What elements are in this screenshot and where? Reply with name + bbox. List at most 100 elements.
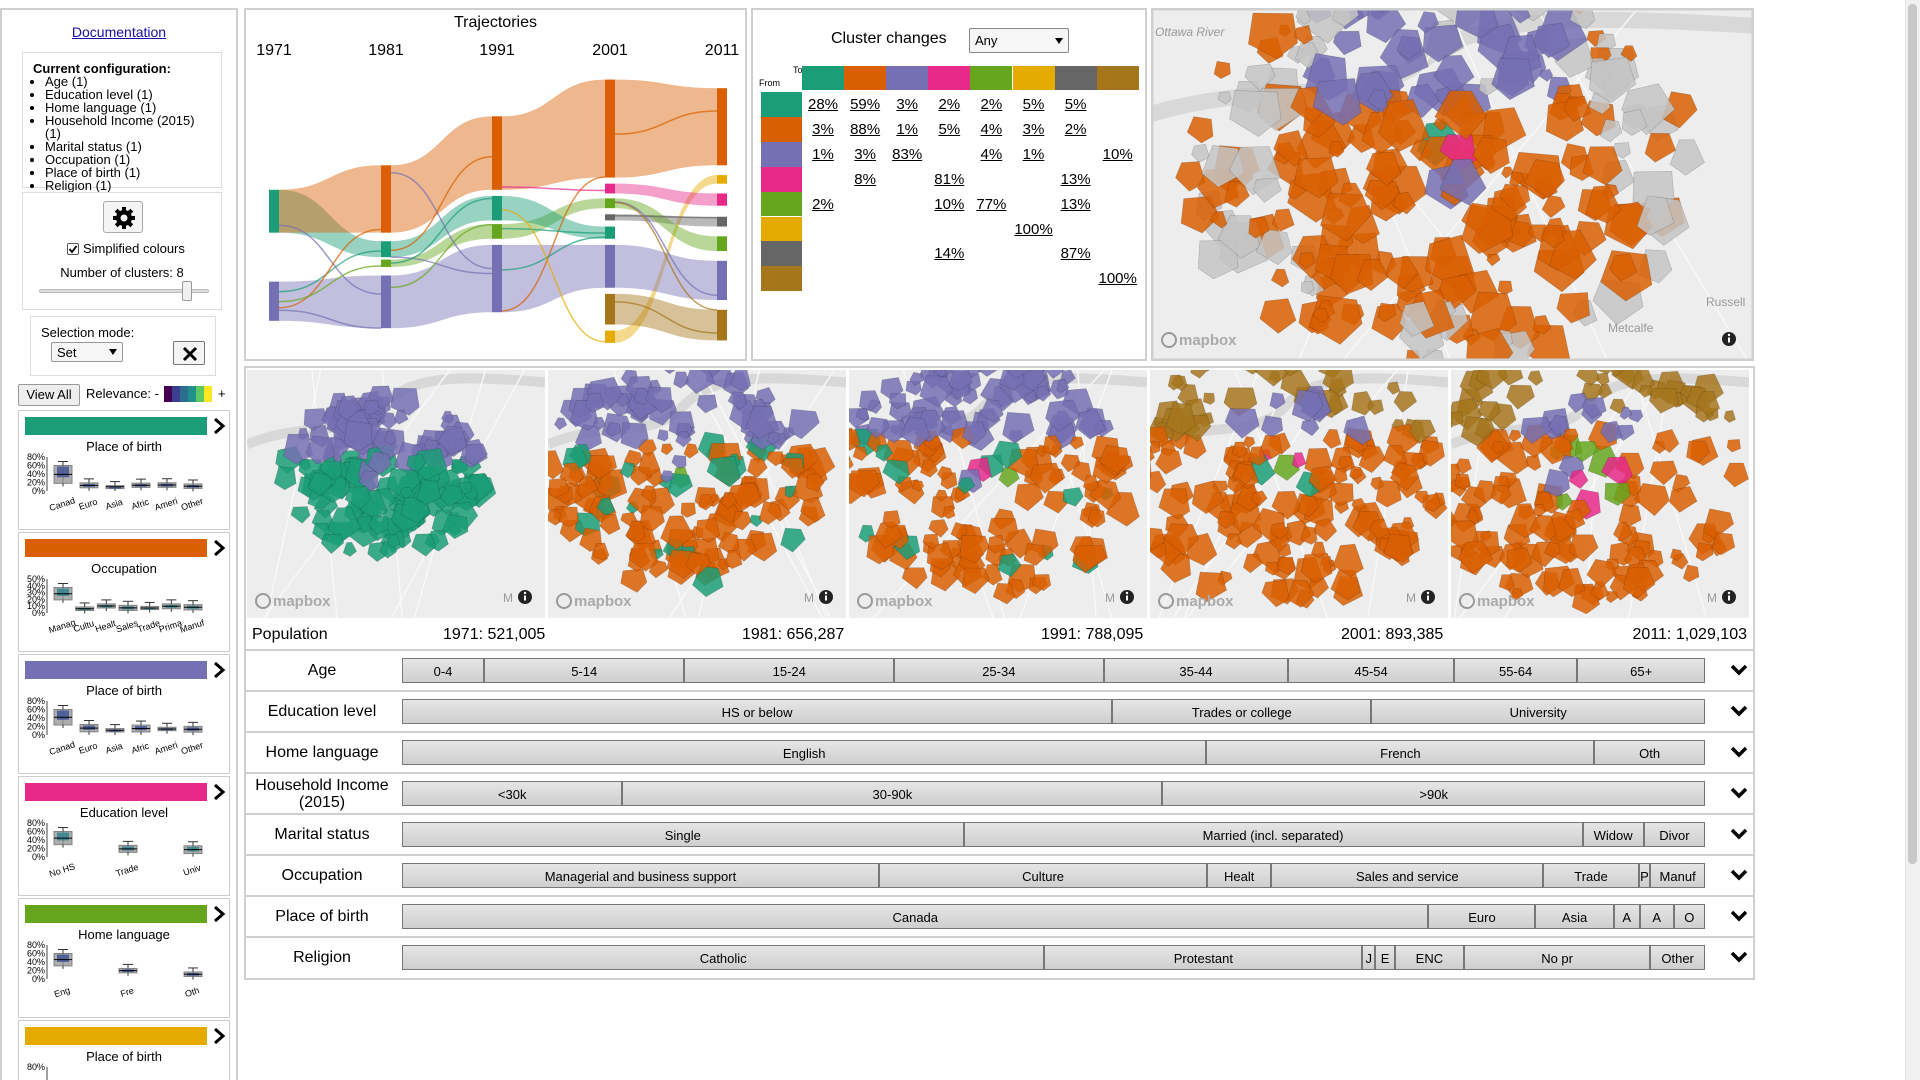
attribute-segment[interactable]: English (402, 740, 1207, 765)
attribute-segment[interactable]: Single (402, 822, 964, 847)
change-cell[interactable]: 8% (854, 170, 876, 188)
clear-selection-button[interactable] (173, 341, 205, 365)
attribute-segment[interactable]: P (1638, 863, 1651, 888)
info-stem (825, 595, 827, 601)
change-cell[interactable]: 3% (896, 96, 919, 113)
change-cell[interactable]: 77% (976, 195, 1007, 213)
documentation-link[interactable]: Documentation (71, 24, 167, 40)
cluster-card[interactable]: Home language 80% 60% 40% 20% 0% Eng Fre Oth (18, 898, 230, 1018)
attribute-segment[interactable]: 25-34 (894, 658, 1104, 683)
tract (663, 370, 676, 375)
attribute-segment[interactable]: Other (1650, 945, 1705, 970)
attribute-segment[interactable]: 35-44 (1103, 658, 1289, 683)
scrollbar-thumb[interactable] (1908, 4, 1917, 864)
clusters-slider-track[interactable] (39, 289, 209, 293)
attribute-segment[interactable]: Canada (402, 904, 1429, 929)
attribute-segment[interactable]: ENC (1394, 945, 1464, 970)
view-all-button[interactable]: View All (18, 384, 80, 406)
population-label: Population (252, 626, 328, 643)
attribute-segment[interactable]: Divor (1643, 822, 1705, 847)
change-cell[interactable]: 59% (850, 96, 881, 113)
change-cell[interactable]: 13% (1060, 195, 1091, 213)
change-cell[interactable]: 28% (807, 96, 839, 113)
y-tick-label: 0% (32, 608, 45, 618)
attribute-segment[interactable]: Oth (1594, 740, 1705, 765)
attribute-segment[interactable]: Sales and service (1271, 863, 1544, 888)
selection-mode-select[interactable]: Set (51, 342, 123, 362)
change-cell[interactable]: 13% (1060, 170, 1091, 188)
tract (1648, 387, 1679, 414)
cluster-card[interactable]: Place of birth 80%60% (18, 1020, 230, 1080)
change-cell[interactable]: 3% (812, 120, 834, 138)
change-cell[interactable]: 3% (1022, 120, 1045, 138)
tract (1248, 216, 1270, 239)
change-cell[interactable]: 5% (1064, 96, 1087, 113)
change-cell[interactable]: 2% (812, 195, 834, 213)
attribute-segment[interactable]: Married (incl. separated) (963, 822, 1583, 847)
attribute-segment[interactable]: E (1375, 945, 1395, 970)
change-filter-select[interactable]: Any (969, 28, 1069, 53)
attribute-segment[interactable]: Culture (878, 863, 1208, 888)
cluster-card[interactable]: Occupation 50% 40% 30% 20% 10% 0% Manag Cultu Hea… (18, 532, 230, 652)
cluster-card[interactable]: Place of birth 80% 60% 40% 20% 0% Canad Euro Asi… (18, 410, 230, 530)
attribute-segment[interactable]: A (1639, 904, 1674, 929)
change-cell[interactable]: 2% (1064, 120, 1087, 138)
attribute-segment[interactable]: 5-14 (484, 658, 685, 683)
attribute-segment[interactable]: French (1206, 740, 1595, 765)
simplified-colours-checkbox[interactable] (67, 243, 79, 255)
change-cell[interactable]: 87% (1060, 245, 1091, 263)
change-cell[interactable]: 3% (854, 145, 876, 163)
change-cell[interactable]: 1% (896, 120, 919, 138)
attribute-segment[interactable]: <30k (402, 781, 623, 806)
tract (800, 496, 826, 523)
attribute-segment[interactable]: Trade (1543, 863, 1639, 888)
change-cell[interactable]: 83% (892, 145, 923, 163)
tract (1293, 157, 1339, 199)
attribute-segment[interactable]: HS or below (402, 699, 1113, 724)
change-cell[interactable]: 88% (850, 120, 881, 138)
attribute-segment[interactable]: Trades or college (1112, 699, 1372, 724)
attribute-segment[interactable]: University (1371, 699, 1705, 724)
change-cell[interactable]: 5% (938, 120, 961, 138)
attribute-segment[interactable]: O (1673, 904, 1705, 929)
attribute-segment[interactable]: Euro (1428, 904, 1536, 929)
settings-button[interactable] (103, 201, 143, 233)
expand-chevron (1730, 746, 1748, 758)
attribute-segment[interactable]: Managerial and business support (402, 863, 879, 888)
change-cell[interactable]: 4% (980, 145, 1003, 163)
change-cell[interactable]: 14% (934, 245, 965, 263)
change-cell[interactable]: 1% (1022, 145, 1045, 163)
attribute-segment[interactable]: Protestant (1044, 945, 1363, 970)
attribute-segment[interactable]: Catholic (402, 945, 1045, 970)
attribute-segment[interactable]: 65+ (1577, 658, 1705, 683)
attribute-segment[interactable]: Asia (1535, 904, 1614, 929)
tract (1322, 428, 1342, 449)
change-cell[interactable]: 4% (980, 120, 1003, 138)
attribute-segment[interactable]: J (1362, 945, 1376, 970)
attribute-segment[interactable]: No pr (1463, 945, 1651, 970)
attribute-segment[interactable]: 45-54 (1288, 658, 1454, 683)
change-cell[interactable]: 2% (980, 96, 1003, 113)
attribute-segment[interactable]: >90k (1162, 781, 1705, 806)
map: mapbox M (247, 370, 545, 618)
attribute-segment[interactable]: A (1613, 904, 1640, 929)
attribute-segment[interactable]: Widow (1582, 822, 1644, 847)
cluster-card[interactable]: Education level 80% 60% 40% 20% 0% No HS Trade U… (18, 776, 230, 896)
cluster-card[interactable]: Place of birth 80% 60% 40% 20% 0% Canad Euro Asi… (18, 654, 230, 774)
attribute-segment[interactable]: 15-24 (684, 658, 895, 683)
attribute-segment[interactable]: Healt (1207, 863, 1272, 888)
change-cell[interactable]: 10% (1102, 145, 1133, 163)
change-cell[interactable]: 10% (934, 195, 965, 213)
change-cell[interactable]: 100% (1014, 220, 1053, 238)
change-cell[interactable]: 1% (812, 145, 834, 163)
change-cell[interactable]: 81% (934, 170, 965, 188)
population-entry: 2011: 1,029,103 (1632, 626, 1747, 643)
attribute-segment[interactable]: Manuf (1650, 863, 1705, 888)
change-cell[interactable]: 2% (938, 96, 961, 113)
clusters-slider-handle[interactable] (182, 281, 192, 301)
attribute-segment[interactable]: 55-64 (1453, 658, 1578, 683)
attribute-segment[interactable]: 0-4 (402, 658, 484, 683)
change-cell[interactable]: 100% (1098, 270, 1137, 288)
change-cell[interactable]: 5% (1022, 96, 1045, 113)
attribute-segment[interactable]: 30-90k (622, 781, 1163, 806)
